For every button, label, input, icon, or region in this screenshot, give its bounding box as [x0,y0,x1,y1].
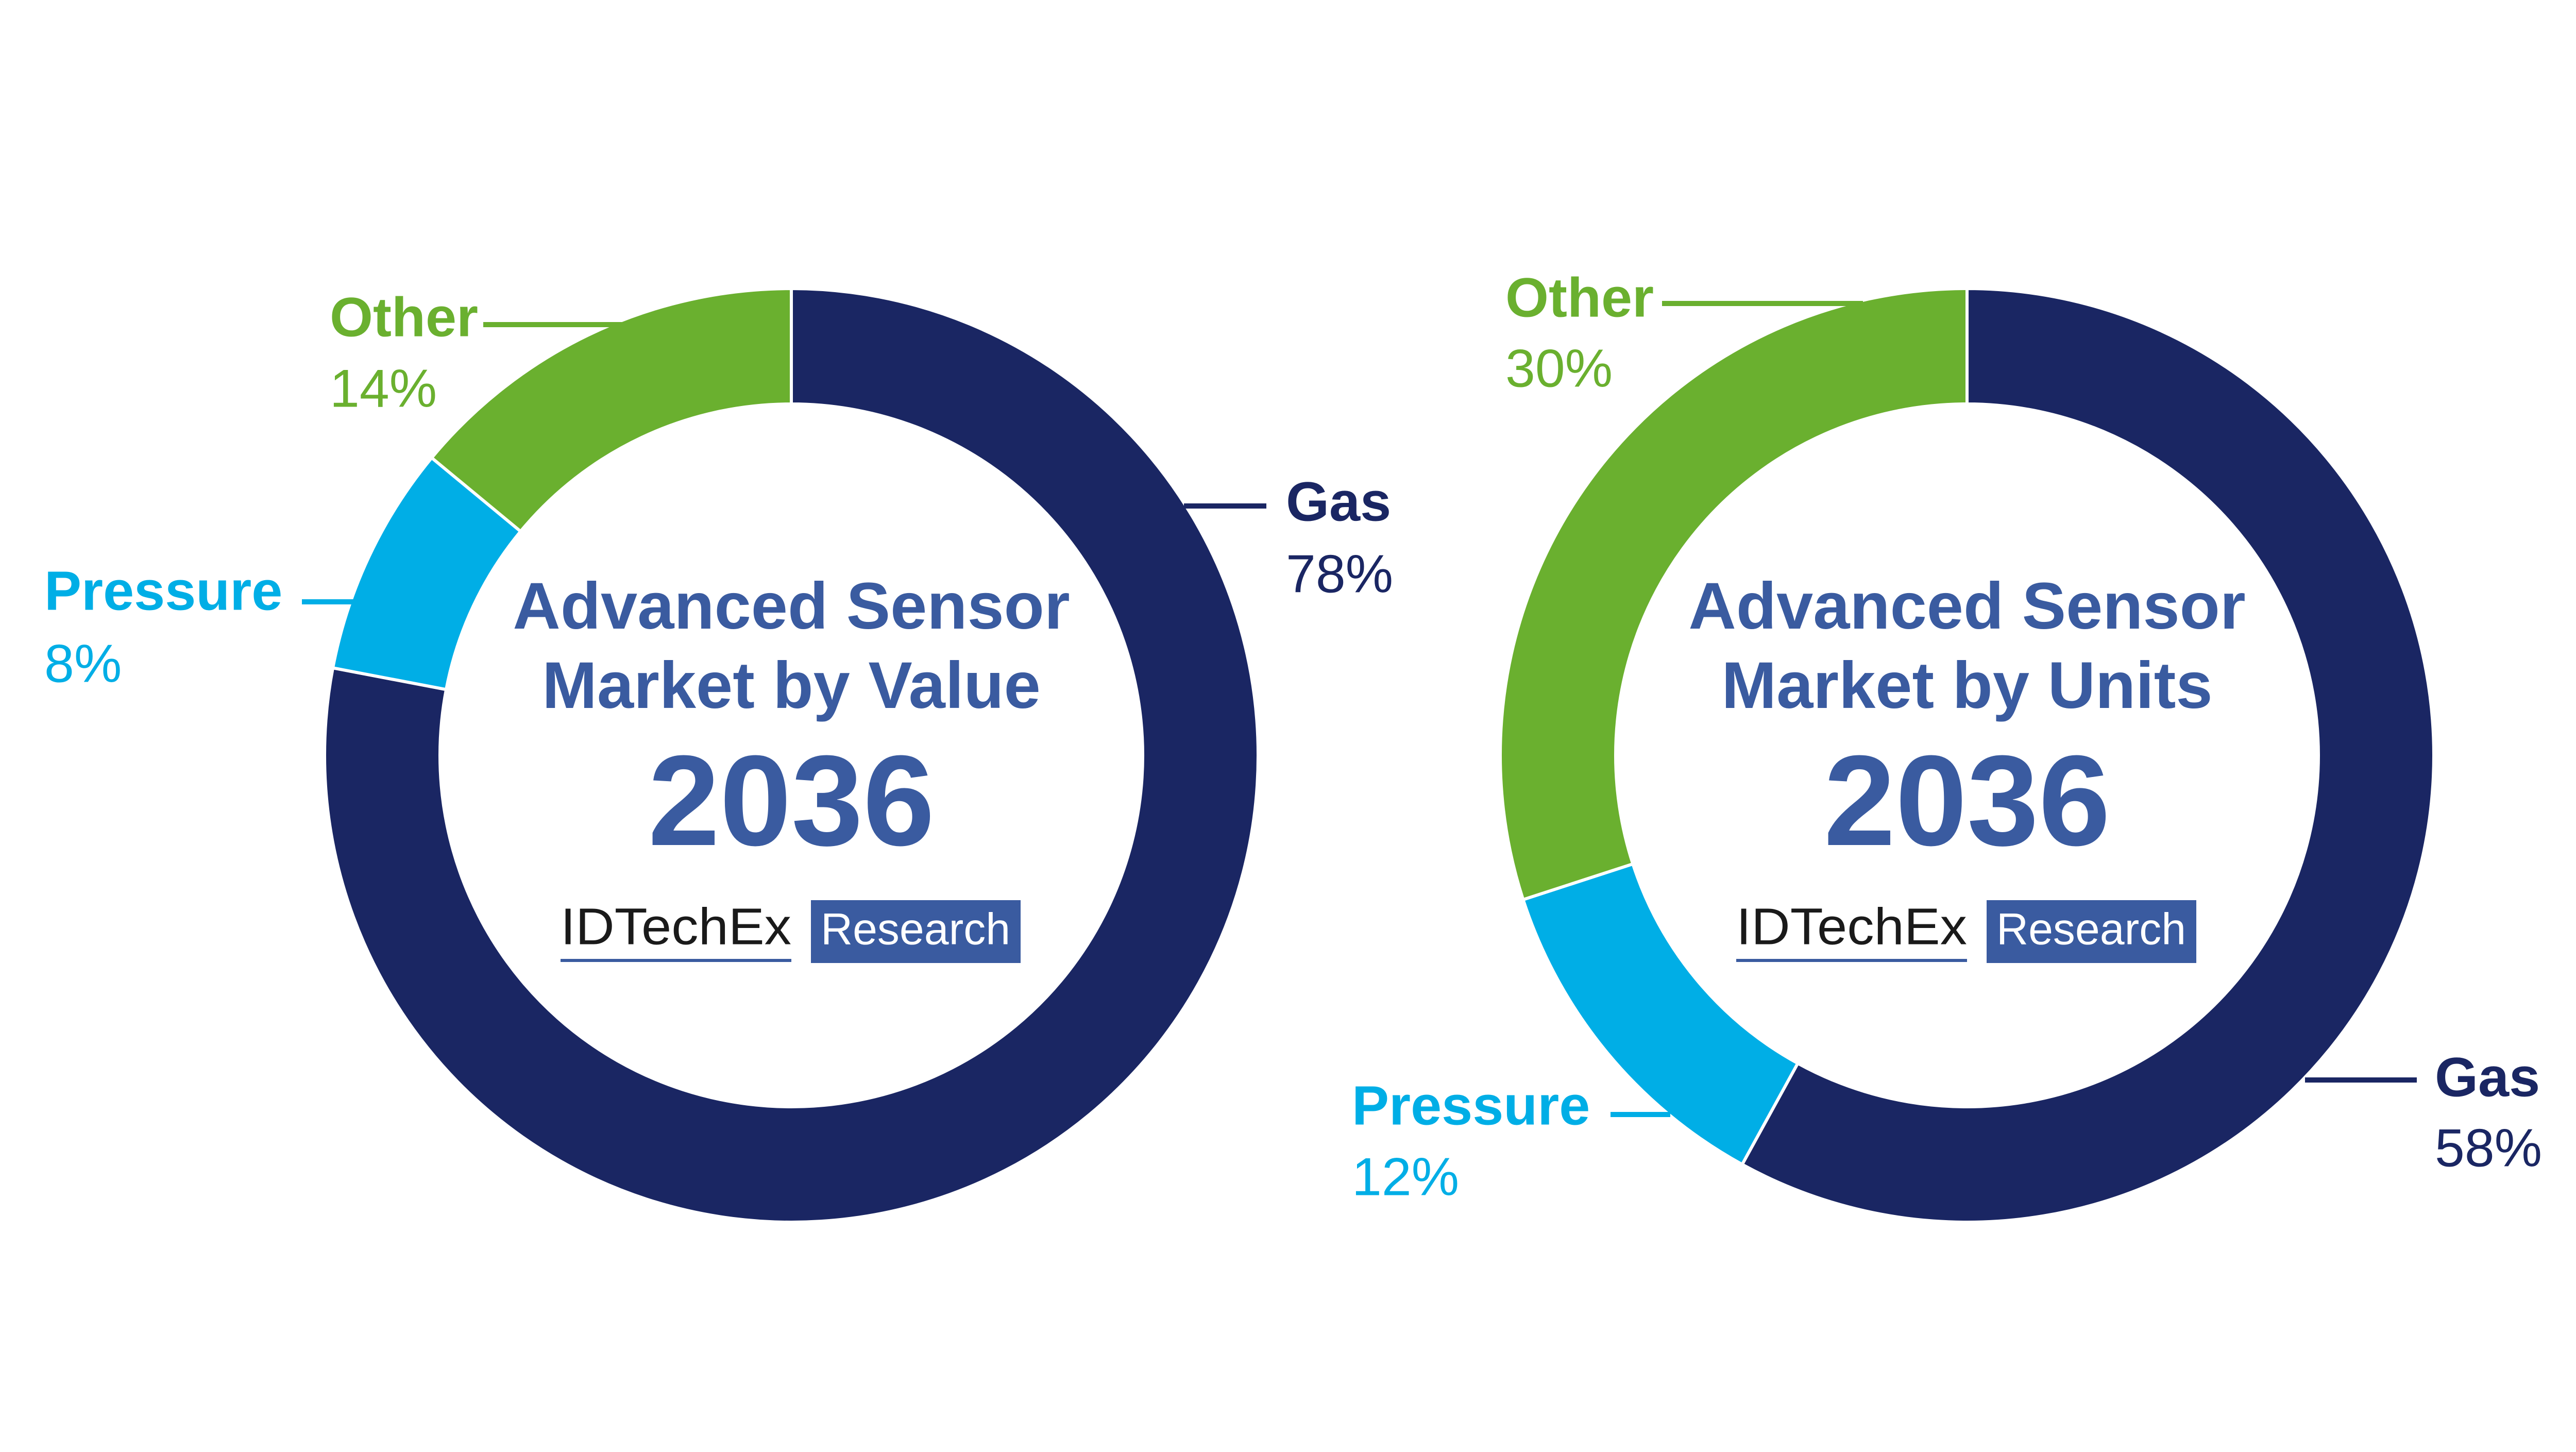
donut-slice [1499,286,1969,902]
donut-slice [323,286,1260,1224]
slice-label: Gas [1286,470,1391,533]
chart-title: Advanced Sensor Market by Value [513,569,1070,722]
slice-label: Pressure [44,560,282,622]
slice-label: Gas [2435,1046,2540,1108]
chart-title: Advanced Sensor Market by Units [1688,569,2246,722]
logo-tag: Research [821,905,1010,954]
chart-year: 2036 [1824,729,2110,872]
title-box: Advanced Sensor Market by Units [1688,569,2246,722]
slice-label: Other [1505,266,1654,329]
slice-value-label: 14% [330,359,437,418]
title-box: Advanced Sensor Market by Value [513,569,1070,722]
logo-name: IDTechEx [1736,898,1967,955]
slice-value-label: 58% [2435,1118,2542,1178]
logo-name: IDTechEx [561,898,791,955]
logo-tag: Research [1996,905,2186,954]
logo-box [1987,900,2196,963]
slice-value-label: 12% [1352,1147,1459,1207]
donut-slice [1740,286,2436,1224]
slice-value-label: 30% [1505,339,1613,398]
slice-label: Pressure [1352,1074,1590,1137]
logo-box [811,900,1021,963]
chart-year: 2036 [648,729,935,872]
slice-value-label: 8% [44,634,122,694]
slice-value-label: 78% [1286,544,1393,604]
slice-label: Other [330,286,478,348]
donut-slice [429,286,793,534]
